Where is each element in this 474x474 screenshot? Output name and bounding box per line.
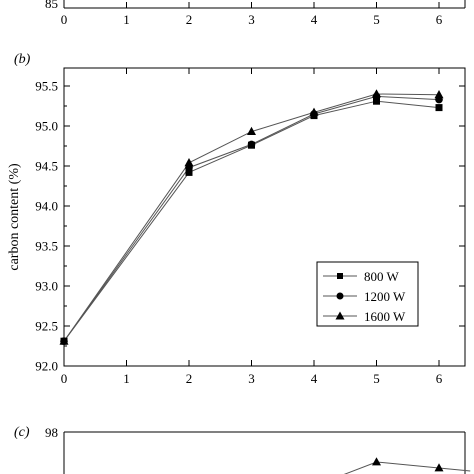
- b-x-tick-label: 1: [123, 371, 130, 386]
- panel-b-y-axis-label: carbon content (%): [7, 163, 22, 271]
- c-data-point-triangle: [434, 463, 444, 472]
- top-x-tick-label: 0: [61, 12, 68, 27]
- panel-c: (c) 98: [14, 425, 471, 474]
- legend-marker-circle: [336, 292, 344, 300]
- b-x-tick-label: 0: [61, 371, 68, 386]
- top-panel-x-ticks: 0 1 2 3 4 5 6: [61, 2, 443, 27]
- c-series-line: [343, 461, 471, 474]
- top-x-tick-label: 1: [123, 12, 130, 27]
- panel-b-series: [59, 89, 444, 346]
- top-x-tick-label: 5: [373, 12, 380, 27]
- panel-b-y-ticks: 92.0 92.5 93.0 93.5 94.0 94.5 95.0 95.5: [35, 79, 465, 374]
- b-x-tick-label: 4: [311, 371, 318, 386]
- panel-c-label: (c): [14, 425, 30, 440]
- b-y-tick-label: 95.0: [35, 119, 58, 134]
- b-x-tick-label: 3: [248, 371, 255, 386]
- panel-c-y-tick-label: 98: [45, 425, 58, 440]
- b-x-tick-label: 2: [186, 371, 193, 386]
- top-x-tick-label: 4: [311, 12, 318, 27]
- panel-c-series: [343, 457, 471, 474]
- data-point-triangle: [59, 336, 69, 345]
- b-y-tick-label: 93.0: [35, 279, 58, 294]
- panel-b: (b) carbon content (%) 92.092.593.093.59…: [7, 52, 466, 386]
- series-line-2: [63, 93, 440, 342]
- b-y-tick-label: 92.0: [35, 359, 58, 374]
- legend-box: [316, 261, 419, 327]
- top-panel: 85 0 1 2 3 4 5 6: [45, 0, 466, 27]
- top-x-tick-label: 6: [436, 12, 443, 27]
- legend-marker-square: [337, 273, 343, 279]
- legend-label-1600w: 1600 W: [364, 309, 406, 324]
- panel-b-legend: 800 W 1200 W 1600 W: [316, 261, 419, 327]
- data-point-triangle: [309, 107, 319, 116]
- panel-b-x-ticks: 0 1 2 3 4 5 6: [61, 68, 443, 386]
- data-point-square: [373, 97, 380, 105]
- data-point-square: [435, 104, 443, 112]
- data-point-triangle: [247, 126, 256, 135]
- top-x-tick-label: 2: [186, 12, 193, 27]
- top-panel-y-tick-label: 85: [45, 0, 58, 11]
- b-y-tick-label: 95.5: [35, 79, 58, 94]
- panel-b-frame: [63, 67, 466, 367]
- b-y-tick-label: 94.0: [35, 199, 58, 214]
- top-x-tick-label: 3: [248, 12, 255, 27]
- series-line-0: [63, 100, 440, 342]
- c-data-point-triangle: [372, 457, 381, 466]
- b-y-tick-label: 93.5: [35, 239, 58, 254]
- data-point-triangle: [434, 90, 444, 99]
- data-point-square: [185, 168, 193, 176]
- legend-label-1200w: 1200 W: [364, 289, 406, 304]
- b-x-tick-label: 5: [373, 371, 380, 386]
- legend-marker-triangle: [335, 311, 345, 320]
- b-y-tick-label: 92.5: [35, 319, 58, 334]
- data-point-triangle: [184, 158, 194, 167]
- panel-b-label: (b): [14, 52, 31, 67]
- legend-label-800w: 800 W: [364, 269, 400, 284]
- b-y-tick-label: 94.5: [35, 159, 58, 174]
- b-x-tick-label: 6: [436, 371, 443, 386]
- series-line-1: [63, 95, 440, 342]
- data-point-triangle: [372, 89, 381, 98]
- data-point-circle: [247, 140, 256, 149]
